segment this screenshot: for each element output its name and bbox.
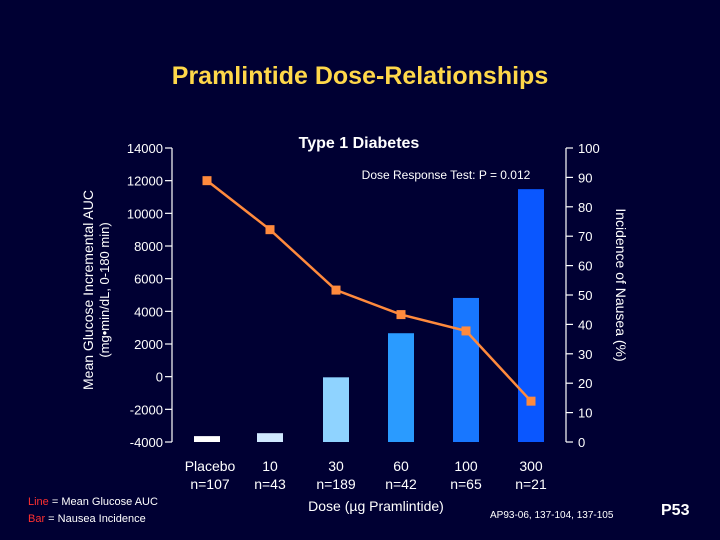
- left-tick-label: 2000: [134, 337, 163, 352]
- left-tick-label: 6000: [134, 272, 163, 287]
- x-category-label: 30: [328, 458, 344, 474]
- legend-line-text: = Mean Glucose AUC: [48, 496, 158, 508]
- dose-response-annotation: Dose Response Test: P = 0.012: [362, 168, 531, 182]
- left-tick-label: 10000: [127, 206, 163, 221]
- legend-bar-text: = Nausea Incidence: [45, 513, 146, 525]
- nausea-bars: [194, 189, 544, 442]
- x-category-n: n=42: [385, 476, 417, 492]
- left-tick-label: 0: [156, 370, 163, 385]
- legend-bar-entry: Bar = Nausea Incidence: [28, 511, 158, 528]
- right-tick-label: 10: [578, 406, 592, 421]
- y-right-axis-label: Incidence of Nausea (%): [613, 208, 629, 361]
- auc-line: [202, 176, 536, 406]
- y-left-axis-label: Mean Glucose Incremental AUC: [80, 190, 96, 390]
- auc-marker: [202, 176, 212, 186]
- auc-marker: [265, 225, 275, 235]
- right-tick-label: 70: [578, 229, 592, 244]
- reference-text: AP93-06, 137-104, 137-105: [490, 510, 614, 521]
- auc-marker: [461, 326, 471, 336]
- chart-title: Type 1 Diabetes: [299, 135, 420, 152]
- x-category-label: 300: [519, 458, 543, 474]
- nausea-bar: [453, 297, 479, 442]
- x-category-n: n=65: [450, 476, 482, 492]
- x-axis-label: Dose (µg Pramlintide): [308, 498, 444, 514]
- right-tick-label: 40: [578, 317, 592, 332]
- nausea-bar: [323, 377, 349, 442]
- right-tick-label: 0: [578, 435, 585, 450]
- nausea-bar: [388, 333, 414, 442]
- x-category-label: 10: [262, 458, 278, 474]
- left-tick-label: -2000: [130, 402, 163, 417]
- right-tick-label: 100: [578, 141, 600, 156]
- left-tick-label: 4000: [134, 304, 163, 319]
- y-left-axis-sublabel: (mg•min/dL, 0-180 min): [97, 222, 112, 357]
- x-category-label: 100: [454, 458, 478, 474]
- x-category-n: n=43: [254, 476, 286, 492]
- auc-marker: [331, 285, 341, 295]
- left-tick-label: 12000: [127, 174, 163, 189]
- legend-bar-key: Bar: [28, 513, 46, 525]
- left-tick-label: -4000: [130, 435, 163, 450]
- auc-marker: [396, 310, 406, 320]
- legend-line-key: Line: [28, 496, 49, 508]
- auc-polyline: [206, 179, 532, 403]
- right-tick-label: 20: [578, 376, 592, 391]
- right-tick-label: 30: [578, 347, 592, 362]
- left-tick-label: 14000: [127, 141, 163, 156]
- nausea-bar: [257, 433, 283, 442]
- left-tick-label: 8000: [134, 239, 163, 254]
- x-category-n: n=21: [515, 476, 547, 492]
- right-tick-label: 60: [578, 259, 592, 274]
- right-tick-label: 50: [578, 288, 592, 303]
- page-number: P53: [661, 502, 690, 519]
- legend: Line = Mean Glucose AUC Bar = Nausea Inc…: [28, 494, 158, 528]
- x-category-label: Placebo: [185, 458, 236, 474]
- chart-axes: [165, 147, 573, 443]
- right-tick-label: 90: [578, 170, 592, 185]
- auc-marker: [526, 396, 536, 406]
- legend-line-entry: Line = Mean Glucose AUC: [28, 494, 158, 511]
- slide-title: Pramlintide Dose-Relationships: [171, 62, 549, 90]
- chart-labels: 14000 12000 10000 8000 6000 4000 2000 0 -2000 -40…: [80, 135, 629, 514]
- x-category-n: n=107: [190, 476, 230, 492]
- x-category-label: 60: [393, 458, 409, 474]
- right-tick-label: 80: [578, 200, 592, 215]
- nausea-bar: [194, 436, 220, 442]
- x-category-n: n=189: [316, 476, 356, 492]
